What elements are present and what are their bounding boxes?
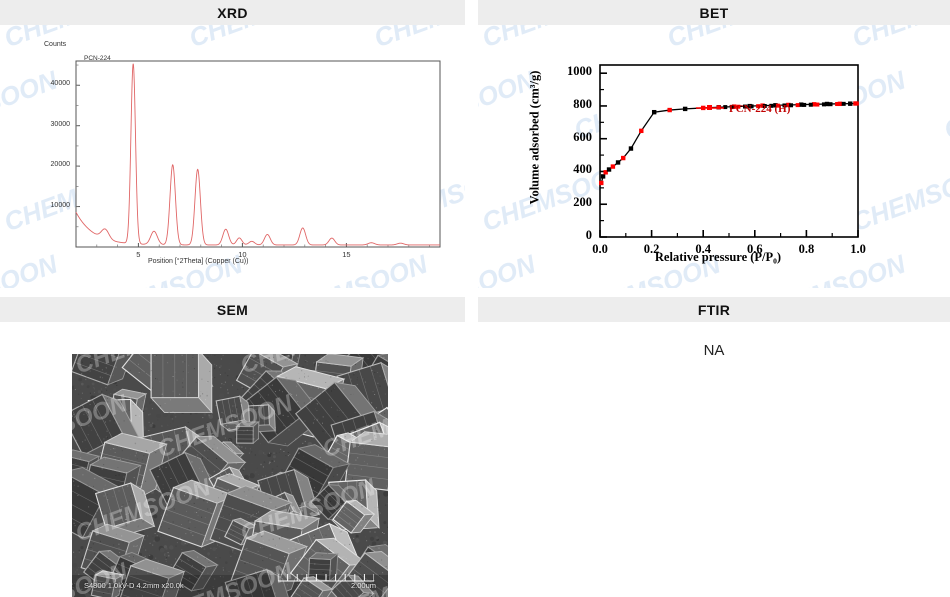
sem-scale-bar bbox=[278, 569, 374, 577]
xrd-chart: CHEMSOONCHEMSOONCHEMSOONCHEMSOONCHEMSOON… bbox=[0, 25, 465, 288]
bet-plot-svg bbox=[478, 25, 950, 288]
sem-caption: S4800 1.0kV-D 4.2mm x20.0k bbox=[84, 581, 184, 590]
ftir-na-text: NA bbox=[478, 342, 950, 359]
panel-xrd-title: XRD bbox=[0, 0, 465, 25]
sem-image-svg bbox=[72, 354, 388, 597]
bet-legend-label: PCN-224 (H) bbox=[729, 103, 790, 115]
panel-bet-body: CHEMSOONCHEMSOONCHEMSOONCHEMSOONCHEMSOON… bbox=[478, 25, 950, 288]
panel-xrd: XRD CHEMSOONCHEMSOONCHEMSOONCHEMSOONCHEM… bbox=[0, 0, 465, 288]
panel-bet: BET CHEMSOONCHEMSOONCHEMSOONCHEMSOONCHEM… bbox=[478, 0, 950, 288]
panel-ftir-title: FTIR bbox=[478, 297, 950, 322]
panel-bet-title: BET bbox=[478, 0, 950, 25]
sem-scale-label: 2.00um bbox=[351, 581, 376, 590]
panel-ftir-body: NA bbox=[478, 322, 950, 587]
panel-sem-title: SEM bbox=[0, 297, 465, 322]
xrd-plot-svg bbox=[0, 25, 465, 288]
panel-ftir: FTIR NA bbox=[478, 297, 950, 587]
bet-chart: CHEMSOONCHEMSOONCHEMSOONCHEMSOONCHEMSOON… bbox=[478, 25, 950, 288]
panel-xrd-body: CHEMSOONCHEMSOONCHEMSOONCHEMSOONCHEMSOON… bbox=[0, 25, 465, 288]
